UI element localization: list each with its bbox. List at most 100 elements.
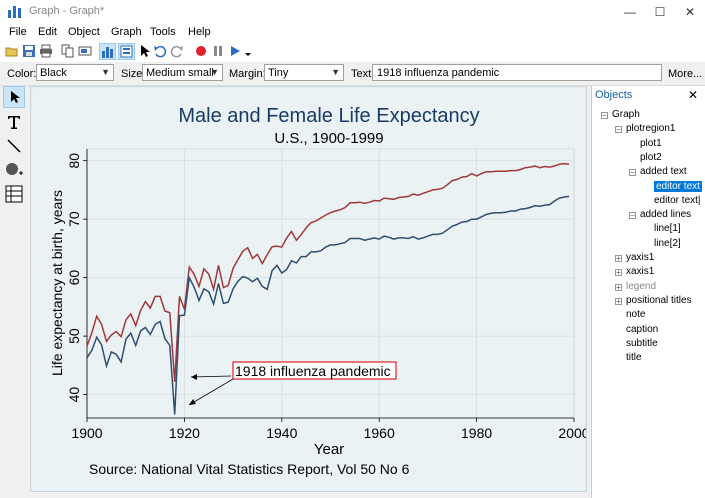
collapse-icon[interactable]: − — [629, 168, 636, 178]
size-select[interactable]: Medium small ▼ — [142, 64, 223, 81]
maximize-button[interactable]: ☐ — [654, 5, 666, 19]
tree-item[interactable]: yaxis1 — [626, 252, 655, 263]
tree-item[interactable]: subtitle — [626, 337, 658, 349]
minimize-button[interactable]: — — [624, 5, 636, 19]
app-icon — [8, 6, 21, 18]
x-tick-label: 1980 — [461, 425, 492, 441]
tree-item[interactable]: plotregion1 — [626, 123, 676, 135]
margin-select[interactable]: Tiny ▼ — [264, 64, 344, 81]
color-select[interactable]: Black ▼ — [36, 64, 114, 81]
life-expectancy-chart: 40 50 60 70 80 1900 1920 1940 1960 1980 2000 Male… — [49, 105, 586, 477]
play-icon[interactable] — [228, 44, 242, 58]
expand-icon[interactable]: + — [615, 282, 622, 292]
annotation-arrow-1[interactable] — [190, 375, 232, 378]
copy-icon[interactable] — [61, 44, 75, 58]
tree-item[interactable]: editor text| — [654, 194, 701, 206]
tree-item[interactable]: xaxis1 — [626, 266, 655, 278]
menu-file[interactable]: File — [9, 26, 27, 38]
chevron-down-icon: ▼ — [331, 67, 340, 77]
margin-label: Margin: — [229, 68, 266, 80]
tree-item[interactable]: caption — [626, 323, 659, 335]
collapse-icon[interactable]: − — [629, 211, 636, 221]
more-button[interactable]: More... — [668, 68, 703, 80]
menu-bar: File Edit Object Graph Tools Help — [0, 24, 705, 42]
menu-help[interactable]: Help — [188, 26, 211, 38]
chart-title[interactable]: Male and Female Life Expectancy — [178, 105, 479, 127]
rename-icon[interactable] — [78, 44, 92, 58]
menu-tools[interactable]: Tools — [150, 26, 176, 38]
tree-item[interactable]: added text — [640, 166, 687, 178]
size-value: Medium small — [146, 67, 214, 79]
x-axis-title[interactable]: Year — [314, 441, 344, 458]
size-label: Size: — [121, 68, 146, 80]
collapse-icon[interactable]: − — [601, 111, 608, 120]
x-tick-label: 1960 — [364, 425, 395, 441]
objects-panel: Objects ✕ − Graph − plotregion1 plot1 plot2− a… — [591, 86, 705, 498]
window-title: Graph - Graph* — [29, 5, 105, 17]
tree-item[interactable]: positional titles — [626, 294, 692, 306]
x-tick-label: 1900 — [71, 425, 102, 441]
undo-icon[interactable] — [153, 44, 167, 58]
tree-item[interactable]: plot2 — [640, 151, 662, 163]
line-icon — [7, 139, 21, 153]
tree-item[interactable]: note — [626, 309, 646, 321]
chart-caption[interactable]: Source: National Vital Statistics Report… — [89, 461, 410, 477]
tool-palette — [0, 86, 28, 498]
y-tick-label: 80 — [66, 153, 82, 169]
record-icon[interactable] — [194, 44, 208, 58]
x-tick-label: 1920 — [169, 425, 200, 441]
graph-editor-toggle[interactable] — [99, 43, 116, 60]
expand-icon[interactable]: + — [615, 254, 622, 263]
menu-edit[interactable]: Edit — [38, 26, 57, 38]
open-folder-icon[interactable] — [5, 44, 19, 58]
text-tool[interactable] — [3, 111, 25, 133]
menu-graph[interactable]: Graph — [111, 26, 142, 38]
contextual-toolbar: Color: Black ▼ Size: Medium small ▼ Marg… — [0, 62, 705, 86]
annotation-arrow-2[interactable] — [188, 378, 234, 406]
expand-icon[interactable]: + — [615, 268, 622, 278]
tree-item[interactable]: title — [626, 352, 642, 364]
text-icon — [8, 116, 20, 129]
pause-icon[interactable] — [211, 44, 225, 58]
add-marker-icon — [6, 163, 23, 175]
arrowhead-2 — [189, 399, 196, 405]
tree-item[interactable]: line[2] — [654, 237, 681, 249]
redo-icon[interactable] — [170, 44, 184, 58]
chart-subtitle[interactable]: U.S., 1900-1999 — [274, 130, 383, 147]
close-button[interactable]: ✕ — [684, 5, 696, 19]
chevron-down-icon: ▼ — [101, 67, 110, 77]
pointer-tool[interactable] — [3, 86, 25, 108]
tree-item[interactable]: added lines — [640, 209, 692, 221]
print-icon[interactable] — [39, 44, 53, 58]
tree-item[interactable]: plot1 — [640, 137, 662, 149]
menu-object[interactable]: Object — [68, 26, 100, 38]
chevron-down-icon: ▼ — [210, 67, 219, 77]
bar-chart-icon — [102, 47, 113, 58]
series-line-male[interactable] — [86, 195, 570, 415]
object-browser-toggle[interactable] — [118, 43, 135, 60]
pointer-icon — [11, 91, 20, 103]
close-icon[interactable]: ✕ — [687, 88, 698, 102]
series-line-female[interactable] — [86, 162, 570, 382]
collapse-icon[interactable]: − — [615, 125, 622, 135]
expand-icon[interactable]: + — [615, 296, 622, 306]
tree-item[interactable]: legend — [626, 280, 657, 292]
play-dropdown-icon[interactable] — [243, 44, 253, 58]
text-input[interactable]: 1918 influenza pandemic — [372, 64, 662, 81]
save-icon[interactable] — [22, 44, 36, 58]
objects-header: Objects — [595, 89, 633, 101]
y-axis-title[interactable]: Life expectancy at birth, years — [49, 190, 65, 376]
line-tool[interactable] — [3, 135, 25, 157]
browser-icon — [120, 45, 133, 58]
color-value: Black — [40, 67, 67, 79]
text-label: Text: — [351, 68, 375, 80]
annotation-text[interactable]: 1918 influenza pandemic — [235, 363, 391, 379]
annotation-selection-box[interactable] — [232, 361, 397, 380]
tree-item[interactable]: line[1] — [654, 223, 681, 235]
tree-item[interactable]: editor text — [654, 180, 702, 192]
graph-canvas[interactable]: 40 50 60 70 80 1900 1920 1940 1960 1980 2000 Male… — [30, 86, 587, 492]
grid-edit-tool[interactable] — [3, 183, 25, 205]
marker-tool[interactable] — [3, 159, 25, 181]
tree-item[interactable]: Graph — [612, 109, 640, 120]
arrowhead-1 — [191, 374, 197, 380]
